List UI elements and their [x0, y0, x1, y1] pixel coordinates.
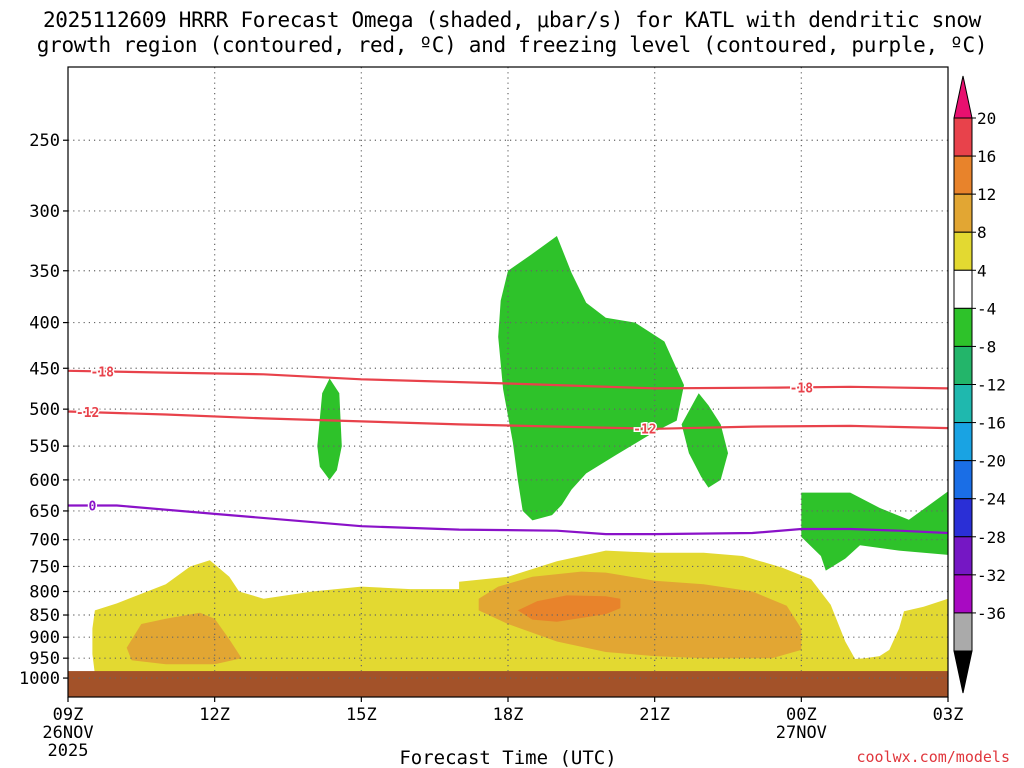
colorbar-label: 12: [977, 185, 996, 204]
x-tick-date-00Z: 27NOV: [776, 723, 827, 743]
y-tick-label-500: 500: [29, 400, 60, 420]
colorbar-segment: [954, 156, 972, 194]
colorbar: 20 16 12 8 4 -4 -8 -12 -16 -20 -24 -28 -32 -36: [954, 76, 1006, 693]
x-tick-label-12Z: 12Z: [199, 705, 230, 725]
shaded-region-ascent-b: [498, 236, 684, 520]
contour-label-dendritic--12-0: -12: [76, 406, 99, 421]
x-tick-year-09Z: 2025: [48, 741, 89, 761]
colorbar-segment: [954, 613, 972, 651]
x-tick-label-18Z: 18Z: [493, 705, 524, 725]
contour-label-dendritic--18-0: -18: [90, 365, 114, 380]
colorbar-segment: [954, 232, 972, 270]
y-tick-label-350: 350: [29, 262, 60, 282]
colorbar-label: -12: [977, 376, 1006, 395]
colorbar-label: 4: [977, 261, 987, 280]
x-tick-label-21Z: 21Z: [639, 705, 670, 725]
y-tick-label-450: 450: [29, 359, 60, 379]
chart-svg: -18 -18 -12 -12 0 250 300 350 400 450 500 550 600 65…: [0, 0, 1024, 768]
y-tick-label-900: 900: [29, 628, 60, 648]
colorbar-label: -32: [977, 566, 1006, 585]
y-tick-label-300: 300: [29, 202, 60, 222]
colorbar-label: -4: [977, 299, 996, 318]
contour-label-dendritic--12-1: -12: [633, 423, 656, 438]
x-axis-label: Forecast Time (UTC): [399, 747, 616, 768]
x-tick-date-09Z: 26NOV: [42, 723, 93, 743]
y-tick-label-650: 650: [29, 502, 60, 522]
colorbar-label: -20: [977, 452, 1006, 471]
colorbar-label: 8: [977, 223, 987, 242]
colorbar-label: -36: [977, 604, 1006, 623]
y-tick-label-250: 250: [29, 131, 60, 151]
colorbar-bottom-triangle: [954, 651, 972, 693]
colorbar-segment: [954, 308, 972, 346]
y-tick-label-700: 700: [29, 531, 60, 551]
y-tick-label-950: 950: [29, 649, 60, 669]
contour-label-freezing-level-0-0: 0: [89, 500, 97, 515]
colorbar-segment: [954, 194, 972, 232]
colorbar-label: -28: [977, 528, 1006, 547]
source-credit[interactable]: coolwx.com/models: [856, 748, 1010, 766]
y-tick-label-800: 800: [29, 582, 60, 602]
colorbar-segment: [954, 423, 972, 461]
colorbar-segment: [954, 270, 972, 308]
colorbar-label: 16: [977, 147, 996, 166]
y-tick-label-750: 750: [29, 557, 60, 577]
colorbar-label: 20: [977, 109, 996, 128]
y-tick-label-1000: 1000: [19, 669, 60, 689]
plot-area: -18 -18 -12 -12 0: [68, 67, 948, 697]
y-tick-label-550: 550: [29, 437, 60, 457]
shaded-region-ascent-c: [682, 393, 728, 487]
colorbar-segment: [954, 537, 972, 575]
shaded-region-ascent-a: [317, 379, 342, 480]
x-tick-label-00Z: 00Z: [786, 705, 817, 725]
x-tick-label-15Z: 15Z: [346, 705, 377, 725]
y-tick-label-400: 400: [29, 314, 60, 334]
y-tick-label-600: 600: [29, 471, 60, 491]
colorbar-segment: [954, 346, 972, 384]
colorbar-label: -8: [977, 337, 996, 356]
x-tick-label-03Z: 03Z: [933, 705, 964, 725]
y-tick-label-850: 850: [29, 606, 60, 626]
colorbar-top-triangle: [954, 76, 972, 118]
contour-label-dendritic--18-1: -18: [790, 381, 814, 396]
x-tick-label-09Z: 09Z: [53, 705, 84, 725]
colorbar-segment: [954, 575, 972, 613]
colorbar-segment: [954, 461, 972, 499]
colorbar-label: -16: [977, 414, 1006, 433]
terrain-band: [68, 671, 948, 697]
colorbar-segment: [954, 385, 972, 423]
colorbar-label: -24: [977, 490, 1006, 509]
colorbar-segment: [954, 118, 972, 156]
colorbar-segment: [954, 499, 972, 537]
